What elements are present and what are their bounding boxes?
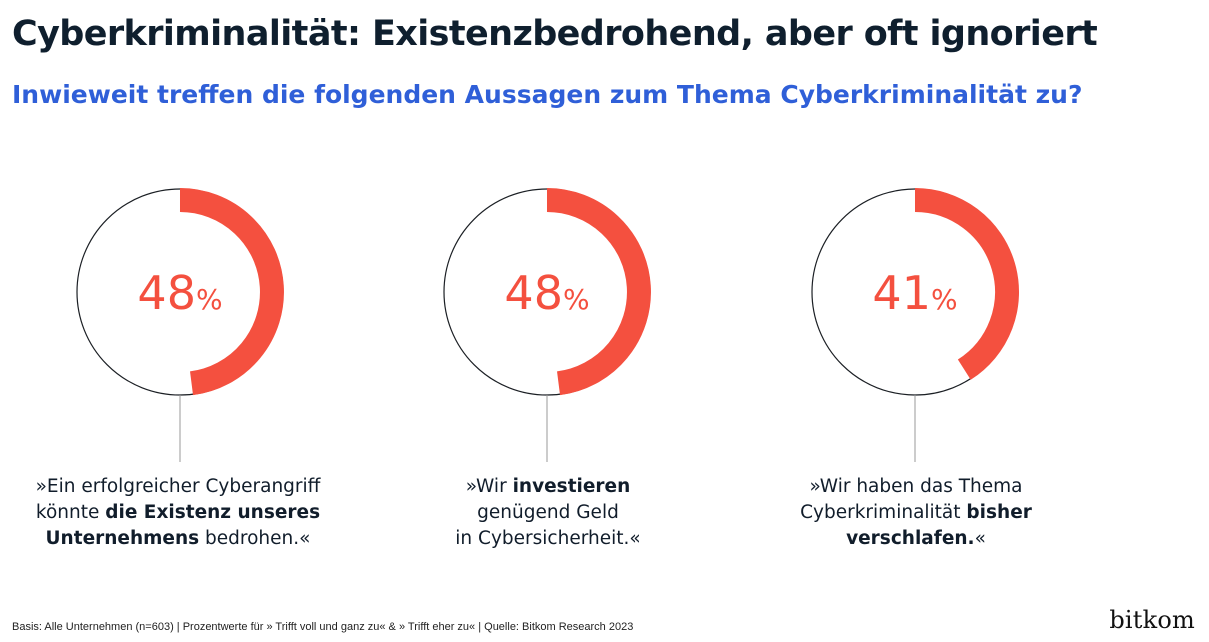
statement-text: in Cybersicherheit.« [455, 528, 641, 549]
donut-value-arc-2 [546, 188, 651, 396]
statement-caption-2: »Wir investieren genügend Geld in Cybersic… [388, 474, 708, 552]
statement-text: bedrohen.« [199, 528, 311, 549]
donut-value-arc-1 [179, 188, 284, 396]
statement-text: Unternehmens [45, 528, 200, 549]
statement-text: bisher [966, 502, 1032, 523]
statement-text: könnte [35, 502, 106, 523]
value-unit-1: % [196, 283, 223, 316]
statement-text: »Wir [465, 476, 513, 497]
statement-text: investieren [512, 476, 631, 497]
value-label-1: 48% [137, 266, 222, 320]
value-number-1: 48 [137, 266, 196, 320]
statement-text: »Wir haben das Thema [809, 476, 1023, 497]
value-unit-2: % [563, 283, 590, 316]
statement-text: Cyberkriminalität [800, 502, 967, 523]
footer-source-note: Basis: Alle Unternehmen (n=603) | Prozen… [12, 621, 634, 633]
statement-text: verschlafen. [846, 528, 975, 549]
value-unit-3: % [931, 283, 958, 316]
bitkom-logo: bitkom [1109, 606, 1195, 634]
statement-text: die Existenz unseres [105, 502, 321, 523]
value-label-2: 48% [504, 266, 589, 320]
value-label-3: 41% [872, 266, 957, 320]
statement-caption-1: »Ein erfolgreicher Cyberangriff könnte di… [18, 474, 338, 552]
chart-subtitle: Inwieweit treffen die folgenden Aussagen… [12, 80, 1083, 109]
value-number-3: 41 [872, 266, 931, 320]
chart-title: Cyberkriminalität: Existenzbedrohend, ab… [12, 14, 1098, 54]
statement-caption-3: »Wir haben das Thema Cyberkriminalität bi… [756, 474, 1076, 552]
statement-text: genügend Geld [477, 502, 619, 523]
value-number-2: 48 [504, 266, 563, 320]
statement-text: « [974, 528, 986, 549]
donut-value-arc-3 [914, 188, 1019, 380]
statement-text: »Ein erfolgreicher Cyberangriff [35, 476, 321, 497]
